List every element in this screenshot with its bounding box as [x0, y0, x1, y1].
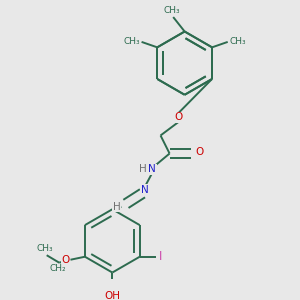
Text: N: N [141, 185, 149, 195]
Text: N: N [148, 164, 156, 174]
Text: CH₃: CH₃ [164, 6, 180, 15]
Text: CH₂: CH₂ [50, 264, 66, 273]
Text: CH₃: CH₃ [124, 37, 140, 46]
Text: O: O [195, 147, 203, 157]
Text: O: O [61, 255, 69, 265]
Text: H: H [113, 202, 121, 212]
Text: I: I [159, 250, 162, 262]
Text: O: O [175, 112, 183, 122]
Text: CH₃: CH₃ [37, 244, 53, 253]
Text: H: H [139, 164, 146, 174]
Text: OH: OH [104, 291, 120, 300]
Text: CH₃: CH₃ [229, 37, 246, 46]
